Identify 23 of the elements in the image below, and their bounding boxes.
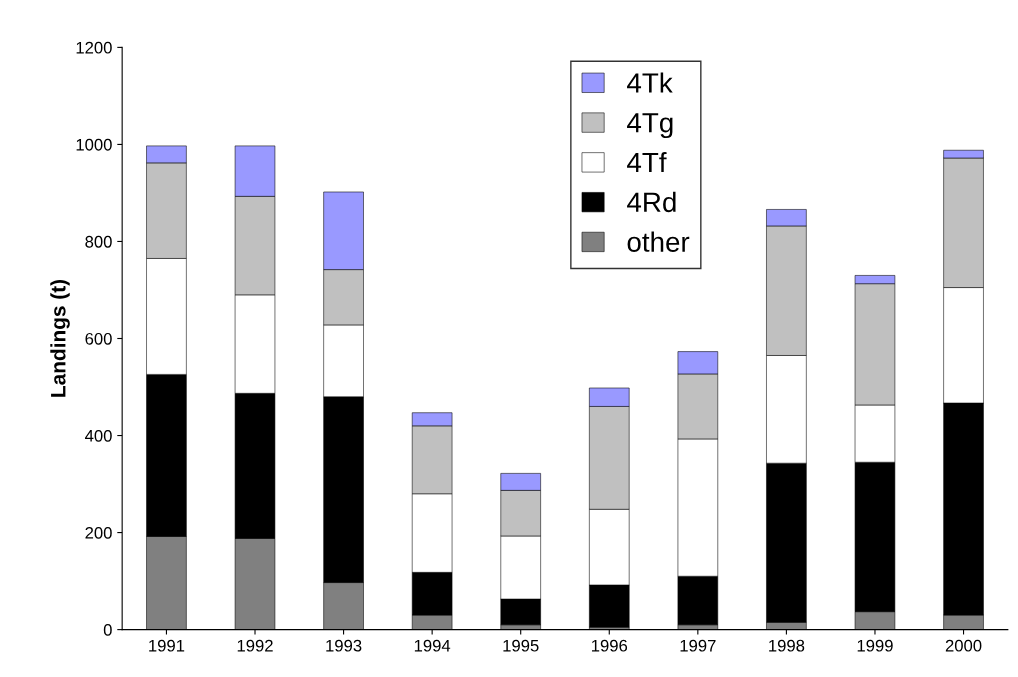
x-tick-label: 1991 bbox=[149, 639, 185, 652]
x-tick-label: 1995 bbox=[503, 639, 539, 652]
legend-label: 4Tf bbox=[627, 151, 667, 173]
x-tick-label: 1996 bbox=[592, 639, 628, 652]
y-tick-label: 200 bbox=[85, 526, 112, 539]
y-tick-label: 1200 bbox=[76, 41, 112, 54]
legend-label: 4Rd bbox=[627, 191, 676, 213]
y-tick-label: 1000 bbox=[76, 138, 112, 151]
x-tick-label: 2000 bbox=[945, 639, 982, 652]
y-tick-label: 800 bbox=[85, 235, 112, 248]
legend-label: other bbox=[627, 231, 690, 252]
y-tick-label: 600 bbox=[85, 332, 112, 345]
x-tick-label: 1999 bbox=[857, 639, 893, 652]
y-tick-label: 0 bbox=[103, 624, 112, 636]
x-tick-label: 1998 bbox=[769, 639, 805, 652]
x-tick-label: 1997 bbox=[680, 639, 716, 652]
x-tick-label: 1994 bbox=[414, 639, 451, 652]
x-tick-label: 1993 bbox=[326, 639, 362, 652]
legend-label: 4Tk bbox=[627, 72, 673, 93]
y-tick-label: 400 bbox=[85, 429, 112, 442]
x-tick-label: 1992 bbox=[237, 639, 273, 652]
y-axis-title: Landings (t) bbox=[50, 279, 70, 397]
legend-label: 4Tg bbox=[627, 113, 673, 139]
